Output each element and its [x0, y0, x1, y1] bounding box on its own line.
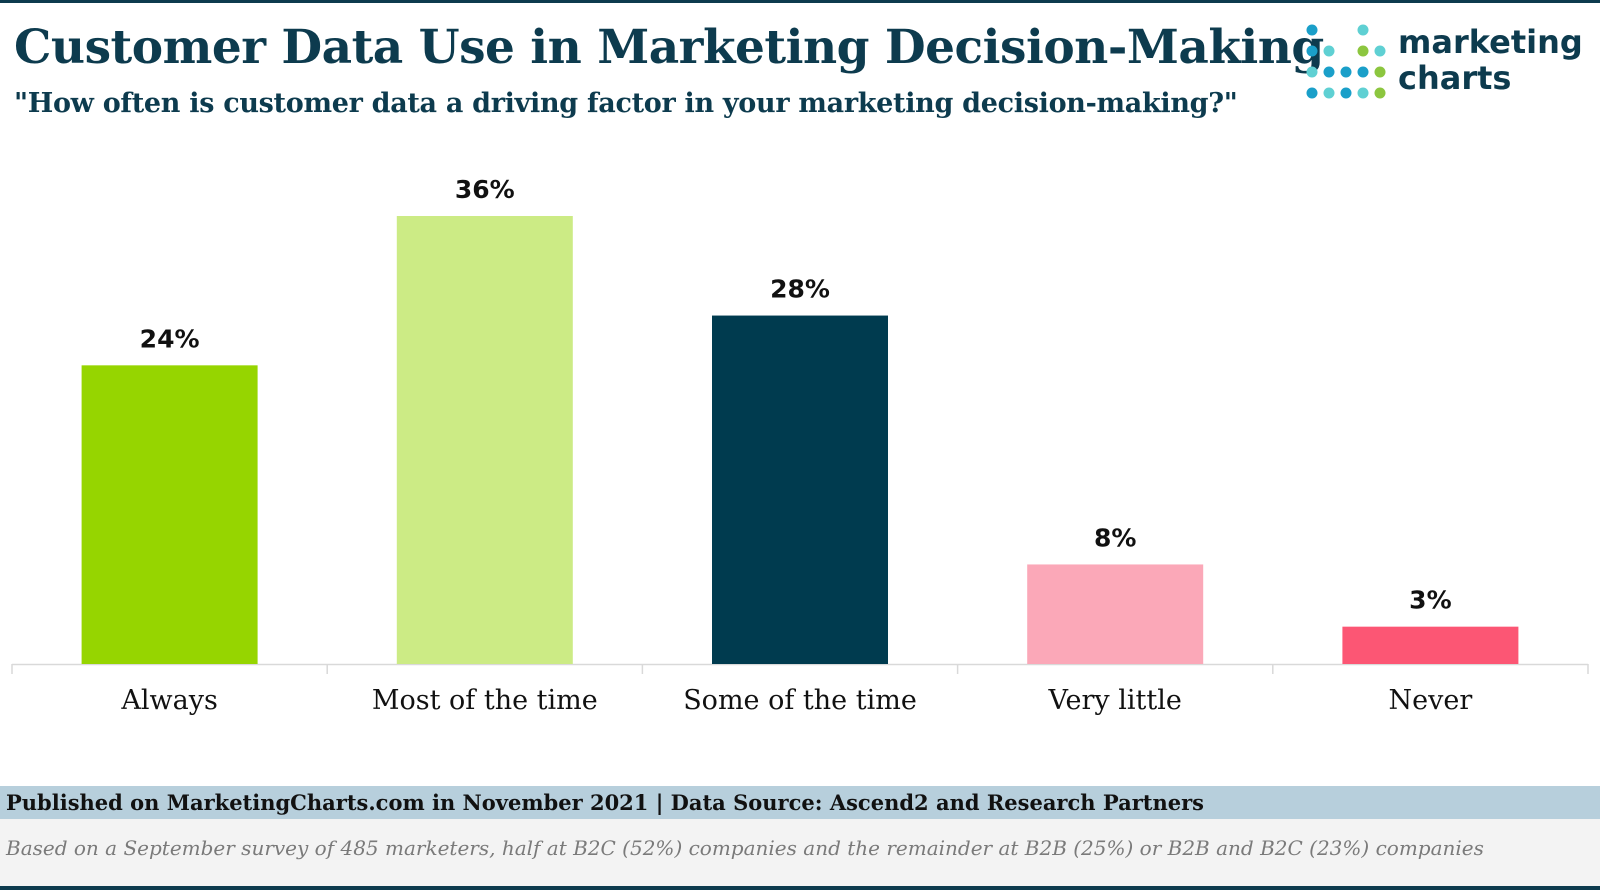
data-label: 28%: [770, 275, 830, 304]
bar-very-little: [1027, 564, 1204, 664]
x-tick-label: Most of the time: [372, 685, 598, 716]
footer-source-band: Published on MarketingCharts.com in Nove…: [0, 786, 1600, 819]
x-tick-label: Some of the time: [683, 685, 917, 716]
x-tick-label: Never: [1389, 685, 1473, 716]
chart-subtitle: "How often is customer data a driving fa…: [14, 88, 1238, 119]
x-tick-label: Always: [120, 685, 217, 716]
logo-dot: [1306, 66, 1318, 78]
data-label: 24%: [140, 324, 200, 353]
logo-dot: [1374, 66, 1386, 78]
logo-dot: [1374, 45, 1386, 57]
logo-text-line2: charts: [1398, 59, 1512, 97]
logo-dots-icon: [1306, 24, 1386, 99]
bottom-rule: [0, 886, 1600, 890]
footer-published-text: Published on MarketingCharts.com in Nove…: [6, 790, 1204, 815]
logo-dot: [1374, 87, 1386, 99]
bar-always: [81, 365, 258, 664]
bar-chart: 24% Always 36% Most of the time 28% Some of t…: [0, 150, 1600, 750]
top-rule: [0, 0, 1600, 3]
logo-dot: [1306, 87, 1318, 99]
footer-note-band: Based on a September survey of 485 marke…: [0, 819, 1600, 886]
bar-some-of-the-time: [712, 315, 888, 664]
logo-dot: [1323, 45, 1335, 57]
logo-dot: [1340, 66, 1352, 78]
logo-wordmark: marketing charts: [1398, 24, 1583, 96]
logo-dot: [1306, 24, 1318, 36]
data-label: 3%: [1409, 586, 1451, 615]
bar-chart-svg: 24% Always 36% Most of the time 28% Some of t…: [11, 175, 1589, 716]
x-tick-label: Very little: [1048, 685, 1182, 716]
logo-dot: [1357, 66, 1369, 78]
data-label: 8%: [1094, 523, 1136, 552]
data-label: 36%: [455, 175, 515, 204]
logo-dot: [1357, 24, 1369, 36]
logo-dot: [1323, 66, 1335, 78]
bar-never: [1342, 626, 1519, 664]
footer-survey-note: Based on a September survey of 485 marke…: [6, 836, 1484, 860]
logo-dot: [1340, 87, 1352, 99]
logo-dot: [1357, 87, 1369, 99]
logo-dot: [1357, 45, 1369, 57]
bar-most-of-the-time: [396, 216, 573, 664]
logo-dot: [1306, 45, 1318, 57]
logo-text-line1: marketing: [1398, 23, 1583, 61]
logo-dot: [1323, 87, 1335, 99]
marketingcharts-logo: marketing charts: [1306, 24, 1596, 104]
chart-title: Customer Data Use in Marketing Decision-…: [14, 20, 1324, 75]
